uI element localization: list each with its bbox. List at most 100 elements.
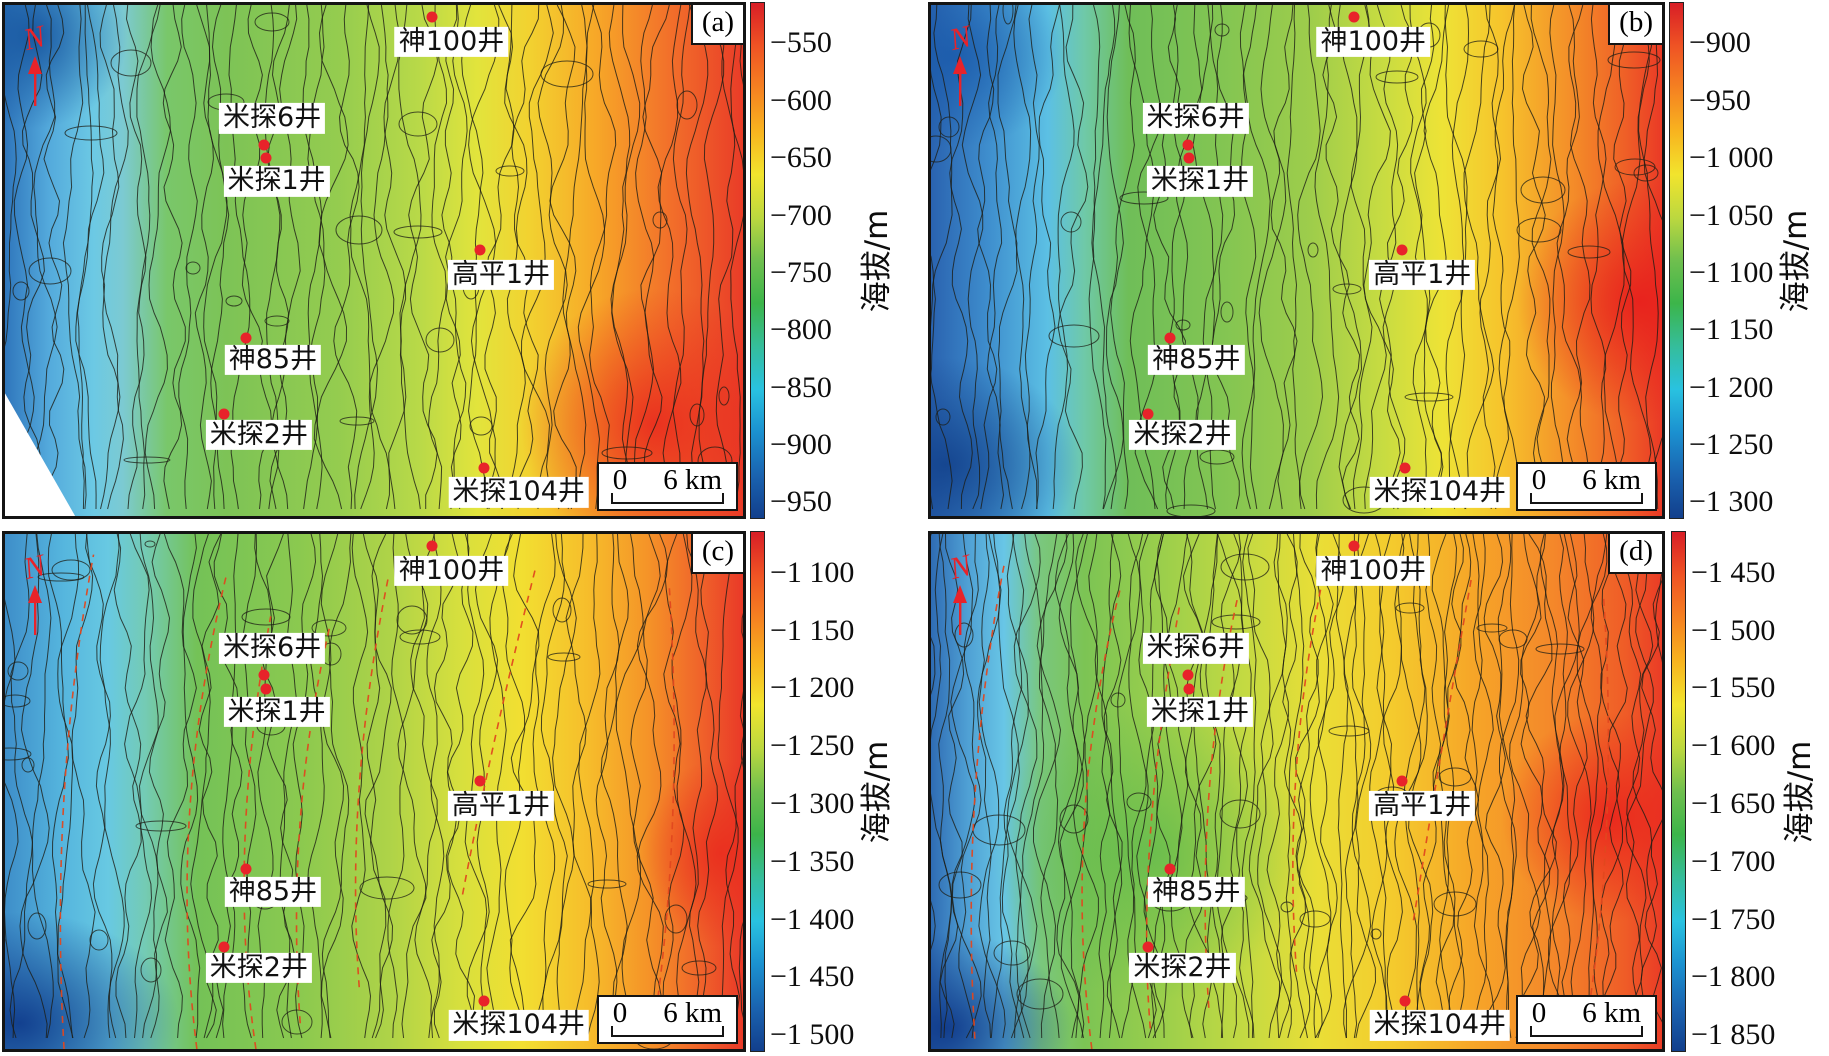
contour-line [1278, 534, 1306, 1039]
well-label: 高平1井 [447, 259, 555, 290]
colorbar-tick-label: −750 [770, 256, 832, 289]
contour-line [76, 5, 94, 510]
contour-closed-loop [1299, 910, 1331, 928]
north-arrow: N [20, 547, 49, 637]
contour-closed-loop [1166, 504, 1216, 516]
well-label: 米探104井 [448, 477, 589, 508]
colorbar-tick-label: −600 [770, 84, 832, 117]
colorbar-tick-label: −1 450 [770, 960, 855, 993]
contour-closed-loop [540, 60, 594, 88]
contour-line [608, 5, 634, 510]
well-marker [258, 669, 270, 681]
scale-distance: 6 km [1582, 464, 1641, 496]
scale-bracket [610, 1026, 724, 1037]
well-marker [1396, 775, 1408, 787]
contour-closed-loop [1516, 217, 1562, 243]
contour-line [1409, 5, 1431, 510]
contour-line [1247, 534, 1281, 1039]
contour-line [1369, 534, 1387, 1038]
contour-layer [931, 5, 1662, 516]
contour-line [85, 534, 117, 1039]
contour-line [1286, 5, 1302, 510]
contour-line [671, 534, 697, 1039]
well-label: 米探2井 [205, 419, 312, 451]
contour-closed-loop [1280, 901, 1294, 913]
contour-line [1492, 5, 1515, 510]
contour-line [124, 534, 153, 1039]
contour-closed-loop [225, 295, 243, 307]
contour-line [1621, 5, 1652, 510]
contour-line [1414, 5, 1444, 510]
contour-line [595, 534, 620, 1039]
contour-closed-loop [140, 957, 162, 983]
contour-line [1266, 534, 1292, 1039]
contour-line [552, 534, 577, 1039]
contour-closed-loop [1016, 978, 1064, 1010]
contour-line [1408, 534, 1434, 1039]
contour-line [364, 534, 394, 1039]
contour-line [1576, 534, 1608, 1039]
contour-line [938, 534, 953, 1039]
well-marker [1142, 408, 1154, 420]
contour-line [630, 534, 662, 1039]
contour-closed-loop [1059, 804, 1089, 834]
contour-line [610, 5, 641, 510]
colorbar-tick-label: −1 200 [1689, 371, 1774, 404]
contour-closed-loop [1607, 51, 1661, 69]
contour-line [144, 5, 171, 510]
scale-zero: 0 [612, 464, 628, 496]
contour-line [1295, 534, 1334, 1039]
contour-line [47, 534, 73, 1039]
contour-line [1382, 534, 1405, 1039]
well-marker [1399, 995, 1411, 1007]
contour-line [445, 5, 468, 510]
contour-line [426, 534, 445, 1039]
contour-line [1438, 534, 1472, 1039]
contour-line [446, 534, 476, 1039]
colorbar-tick-label: −1 500 [1691, 614, 1776, 647]
contour-line [1520, 534, 1551, 1039]
panel-letter-a: (a) [690, 5, 743, 45]
fault-line [186, 575, 228, 1049]
panel-a-map: N 神100井 米探6井 米探1井 高平1井 神85井 米探2井 米探104井 (a) 0 6 km [2, 2, 746, 519]
contour-line [1337, 5, 1363, 510]
colorbar-tick-label: −1 100 [1689, 256, 1774, 289]
contour-line [1015, 534, 1045, 1039]
contour-line [1641, 534, 1662, 1023]
scale-bar: 0 6 km [1515, 995, 1657, 1044]
well-marker [1183, 152, 1195, 164]
contour-line [1521, 5, 1549, 510]
contour-closed-loop [931, 135, 952, 163]
contour-closed-loop [110, 49, 152, 77]
well-marker [1348, 11, 1360, 23]
contour-line [511, 5, 540, 510]
colorbar-tick-label: −1 600 [1691, 729, 1776, 762]
panel-letter-b: (b) [1608, 5, 1662, 45]
colorbar-tick-label: −1 000 [1689, 141, 1774, 174]
fault-line [1588, 595, 1610, 1008]
contour-line [986, 5, 1005, 510]
contour-line [1625, 534, 1654, 1039]
well-marker [1348, 540, 1360, 552]
well-label: 神100井 [1316, 26, 1431, 57]
well-label: 米探6井 [219, 632, 326, 664]
well-label: 米探104井 [1369, 1009, 1511, 1041]
contour-closed-loop [12, 281, 30, 301]
well-label: 米探104井 [448, 1009, 589, 1041]
contour-line [501, 534, 527, 1039]
contour-line [939, 534, 965, 1039]
fault-line [1292, 564, 1327, 972]
well-marker [1142, 941, 1154, 952]
scale-distance: 6 km [1582, 997, 1641, 1029]
contour-line [1350, 5, 1373, 510]
contour-line [565, 534, 592, 1039]
well-marker [474, 244, 486, 256]
contour-closed-loop [587, 879, 627, 889]
well-label: 高平1井 [447, 790, 555, 822]
fault-line [653, 585, 675, 1024]
contour-line [1509, 534, 1541, 1039]
contour-line [307, 534, 325, 1039]
contour-line [40, 5, 65, 510]
well-label: 米探1井 [1146, 696, 1254, 727]
